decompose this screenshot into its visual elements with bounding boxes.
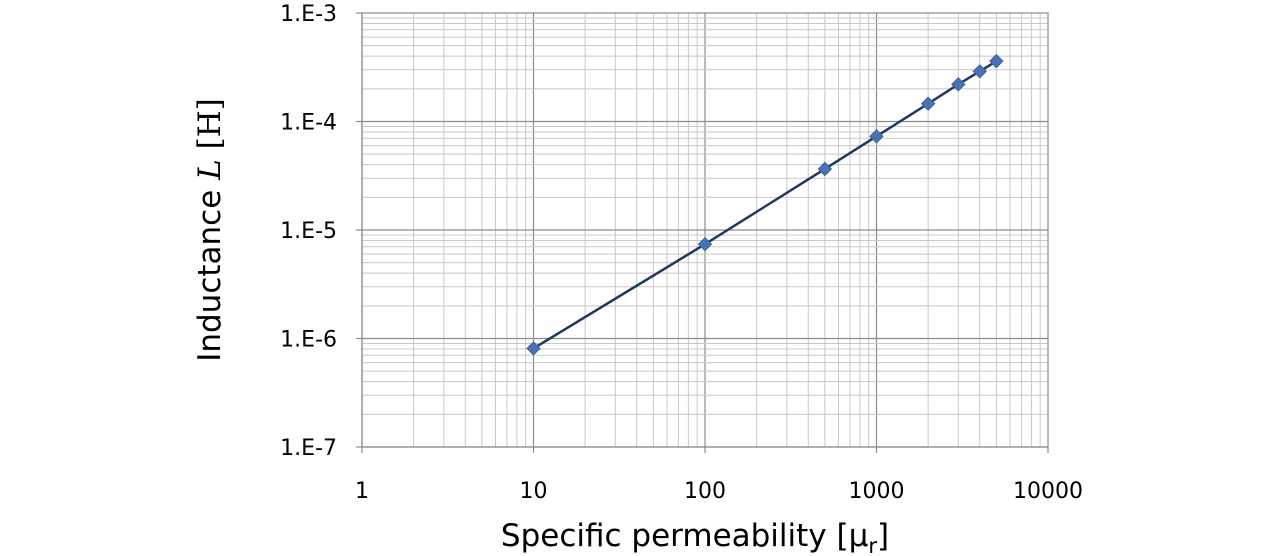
data-point-marker [972, 64, 987, 79]
data-point-marker [697, 236, 713, 252]
x-tick-label: 1000 [849, 479, 905, 504]
grid [361, 13, 1048, 448]
data-point-marker [817, 161, 833, 177]
x-axis-label: Specific permeability [μr] [501, 518, 889, 556]
data-series [526, 53, 1004, 356]
y-tick-label: 1.E-7 [280, 436, 337, 461]
x-tick-label: 10000 [1013, 479, 1083, 504]
y-tick-label: 1.E-3 [280, 2, 337, 27]
data-point-marker [989, 53, 1004, 69]
y-axis-ticks: 1.E-3 1.E-4 1.E-5 1.E-6 1.E-7 [280, 2, 362, 461]
y-tick-label: 1.E-4 [280, 111, 337, 136]
y-axis-label: Inductance L [H] [192, 98, 228, 362]
x-tick-label: 100 [684, 479, 726, 504]
y-tick-label: 1.E-6 [280, 328, 337, 353]
data-point-marker [869, 129, 884, 144]
x-axis-ticks: 1 10 100 1000 10000 [355, 447, 1083, 504]
x-tick-label: 10 [520, 479, 548, 504]
data-point-marker [526, 341, 541, 356]
x-tick-label: 1 [355, 479, 369, 504]
y-tick-label: 1.E-5 [280, 219, 337, 244]
data-point-marker [920, 96, 936, 111]
data-point-marker [951, 77, 966, 92]
